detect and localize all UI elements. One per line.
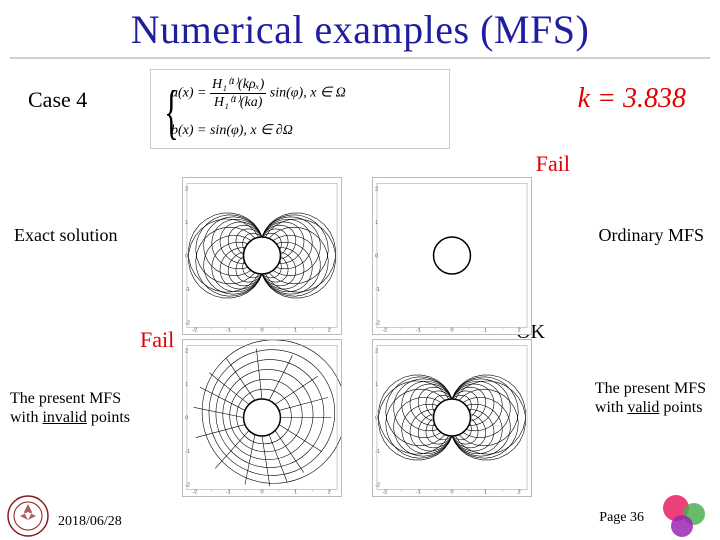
svg-text:0: 0	[185, 415, 189, 421]
svg-text:-1: -1	[416, 328, 421, 334]
svg-text:1: 1	[294, 490, 297, 496]
svg-text:1: 1	[185, 382, 188, 388]
equation-line-1: u(x) = H₁⁽¹⁾(kρₓ)H₁⁽¹⁾(ka) sin(φ), x ∈ Ω	[171, 76, 346, 111]
svg-text:0: 0	[260, 490, 264, 496]
svg-text:-1: -1	[375, 449, 380, 455]
svg-text:-1: -1	[375, 287, 380, 293]
svg-text:2: 2	[328, 328, 331, 334]
svg-text:1: 1	[375, 220, 378, 226]
fail-label-left: Fail	[140, 327, 174, 353]
svg-text:-2: -2	[185, 483, 190, 489]
content-area: Case 4 { u(x) = H₁⁽¹⁾(kρₓ)H₁⁽¹⁾(ka) sin(…	[0, 59, 720, 499]
svg-text:0: 0	[450, 490, 454, 496]
svg-text:2: 2	[328, 490, 331, 496]
plot-exact: -2-2-1-1001122	[182, 177, 342, 335]
svg-text:-2: -2	[375, 321, 380, 327]
svg-text:2: 2	[375, 348, 378, 354]
equation-box: { u(x) = H₁⁽¹⁾(kρₓ)H₁⁽¹⁾(ka) sin(φ), x ∈…	[150, 69, 450, 149]
k-value: k = 3.838	[578, 83, 686, 115]
svg-text:-2: -2	[192, 328, 197, 334]
svg-text:-1: -1	[416, 490, 421, 496]
svg-text:1: 1	[375, 382, 378, 388]
svg-text:-2: -2	[192, 490, 197, 496]
plot-ordinary: -2-2 -1 -1 0 0 1 1 2 2	[372, 177, 532, 335]
fail-label-top: Fail	[536, 151, 570, 177]
label-exact-solution: Exact solution	[14, 225, 117, 246]
svg-text:0: 0	[450, 328, 454, 334]
label-invalid-points: The present MFS with invalid points	[10, 389, 130, 427]
label-valid-points: The present MFS with valid points	[595, 379, 706, 417]
svg-text:-2: -2	[382, 490, 387, 496]
university-seal-icon	[6, 494, 50, 538]
svg-text:2: 2	[375, 186, 378, 192]
equation-line-2: b(x) = sin(φ), x ∈ ∂Ω	[171, 122, 293, 139]
svg-text:1: 1	[185, 220, 188, 226]
svg-text:-1: -1	[185, 287, 190, 293]
svg-text:-1: -1	[226, 328, 231, 334]
svg-text:-1: -1	[226, 490, 231, 496]
footer-date: 2018/06/28	[58, 514, 122, 530]
svg-text:2: 2	[185, 186, 188, 192]
footer-page: Page 36	[599, 510, 644, 526]
plot-invalid: -2-2 -1 -1 0 0 1 1 2 2	[182, 339, 342, 497]
svg-text:1: 1	[294, 328, 297, 334]
svg-text:-1: -1	[185, 449, 190, 455]
svg-text:0: 0	[375, 253, 379, 259]
svg-text:2: 2	[518, 328, 521, 334]
svg-text:-2: -2	[185, 321, 190, 327]
case-label: Case 4	[28, 87, 87, 113]
svg-text:-2: -2	[382, 328, 387, 334]
svg-text:2: 2	[185, 348, 188, 354]
svg-text:-2: -2	[375, 483, 380, 489]
svg-text:0: 0	[260, 328, 264, 334]
svg-text:2: 2	[518, 490, 521, 496]
svg-text:1: 1	[484, 490, 487, 496]
lab-logo-icon	[656, 494, 716, 538]
plot-valid: -2-2-1-1001122	[372, 339, 532, 497]
svg-text:1: 1	[484, 328, 487, 334]
slide-title: Numerical examples (MFS)	[0, 0, 720, 53]
plot-grid: -2-2-1-1001122 -2-2-1-1001122 -2-2-1-100…	[182, 177, 532, 497]
label-ordinary-mfs: Ordinary MFS	[598, 225, 704, 246]
